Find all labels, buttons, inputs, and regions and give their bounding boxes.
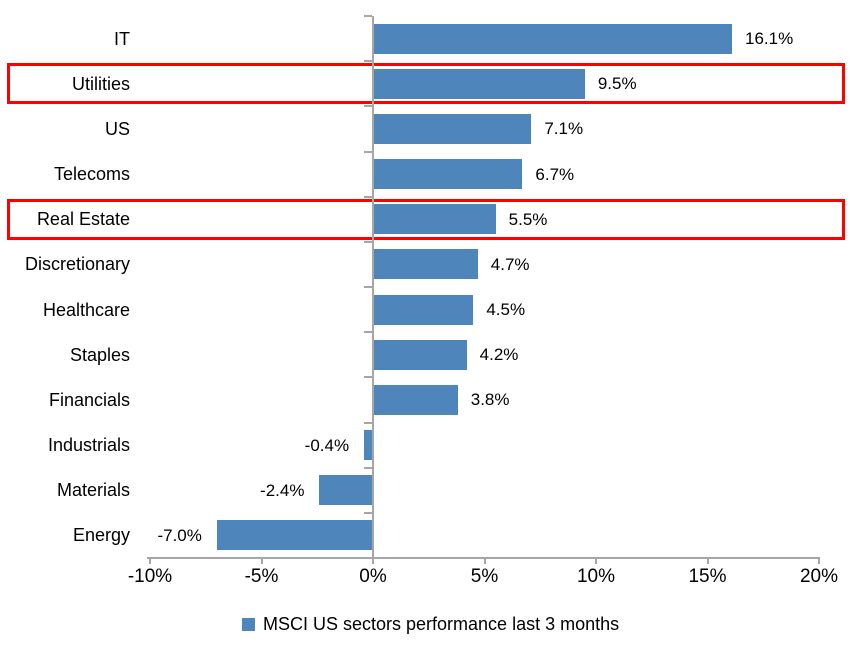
value-label: 16.1%	[745, 29, 794, 49]
chart-legend: MSCI US sectors performance last 3 month…	[242, 611, 619, 637]
x-tick-label: 15%	[688, 566, 727, 587]
value-label: 3.8%	[470, 390, 510, 410]
y-axis-tick	[364, 240, 372, 243]
x-tick-label: 5%	[470, 566, 499, 587]
x-axis-tick	[149, 557, 151, 564]
x-tick-label: 20%	[799, 566, 839, 587]
legend-marker-icon	[242, 617, 255, 631]
value-label: 6.7%	[535, 164, 575, 184]
value-label: 5.5%	[508, 209, 548, 229]
y-axis-tick	[364, 60, 372, 63]
category-label: Energy	[72, 525, 130, 546]
category-label: US	[104, 118, 130, 139]
value-label: 4.5%	[486, 300, 526, 320]
legend-label: MSCI US sectors performance last 3 month…	[263, 613, 620, 634]
category-label: Utilities	[71, 73, 130, 94]
y-axis-tick	[364, 511, 372, 514]
category-label: Discretionary	[24, 254, 130, 275]
bar	[373, 113, 532, 144]
category-label: IT	[114, 28, 130, 49]
category-label: Staples	[69, 344, 130, 365]
category-label: Real Estate	[36, 209, 130, 230]
x-axis-tick	[706, 557, 709, 564]
y-axis-tick	[364, 195, 372, 198]
x-tick-label: -5%	[244, 566, 279, 587]
bar	[373, 23, 733, 54]
value-label: 9.5%	[597, 74, 637, 94]
bar	[364, 430, 373, 461]
y-axis-tick	[364, 150, 372, 153]
value-label: -7.0%	[157, 525, 202, 545]
value-label: 7.1%	[544, 119, 584, 139]
category-label: Telecoms	[53, 164, 130, 185]
x-tick-label: 10%	[576, 566, 616, 587]
x-axis-tick	[595, 557, 597, 564]
x-axis-tick	[483, 557, 486, 564]
bar	[373, 68, 585, 99]
value-label: -0.4%	[304, 435, 350, 455]
bar	[216, 520, 373, 551]
x-tick-label: 0%	[359, 566, 387, 587]
x-axis-tick	[260, 557, 263, 564]
bar	[373, 249, 478, 280]
x-tick-label: -10%	[127, 566, 173, 587]
bar	[373, 294, 474, 325]
x-axis-tick	[818, 557, 820, 564]
y-axis-tick	[364, 376, 372, 379]
bar	[373, 339, 467, 370]
y-axis-tick	[364, 331, 372, 334]
bar	[373, 384, 458, 415]
category-label: Financials	[48, 389, 130, 410]
y-axis-tick	[364, 466, 372, 469]
y-axis-tick	[364, 105, 372, 108]
value-label: 4.7%	[490, 254, 530, 274]
x-axis-tick	[372, 557, 374, 564]
y-axis-tick	[364, 15, 372, 17]
category-label: Healthcare	[42, 299, 130, 320]
bar	[373, 204, 496, 235]
value-label: -2.4%	[260, 480, 305, 500]
bar	[373, 159, 523, 190]
category-label: Industrials	[47, 435, 130, 456]
value-label: 4.2%	[479, 345, 519, 365]
x-axis-line	[147, 557, 819, 559]
y-axis-tick	[364, 421, 372, 424]
y-axis-line	[372, 16, 374, 561]
y-axis-tick	[364, 286, 372, 289]
bar	[319, 475, 373, 506]
category-label: Materials	[56, 480, 130, 501]
